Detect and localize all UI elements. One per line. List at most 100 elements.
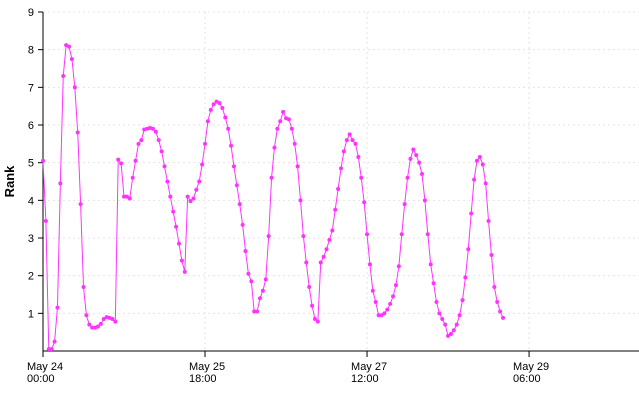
y-tick-label: 4 <box>28 195 34 207</box>
data-point <box>315 319 320 324</box>
data-point <box>182 269 187 274</box>
data-point <box>150 126 155 131</box>
data-point <box>451 328 456 333</box>
data-point <box>203 141 208 146</box>
data-point <box>489 252 494 257</box>
y-tick-label: 8 <box>28 45 34 57</box>
data-point <box>260 288 265 293</box>
y-tick-label: 6 <box>28 120 34 132</box>
x-tick-label: May 27 12:00 <box>351 361 387 385</box>
data-point <box>223 115 228 120</box>
data-point <box>226 126 231 131</box>
data-point <box>153 129 158 134</box>
x-tick-label: May 25 18:00 <box>189 361 225 385</box>
y-axis-title: Rank <box>2 165 17 198</box>
data-point <box>446 333 451 338</box>
data-point <box>347 132 352 137</box>
y-tick-labels: 1 2 3 4 5 6 7 8 9 <box>28 7 43 320</box>
data-point <box>81 284 86 289</box>
data-point <box>281 109 286 114</box>
data-point <box>257 296 262 301</box>
y-tick-label: 9 <box>28 7 34 19</box>
data-point <box>365 232 370 237</box>
data-point <box>234 183 239 188</box>
data-point <box>49 347 54 352</box>
data-point <box>370 288 375 293</box>
x-tick-time: 06:00 <box>513 373 541 385</box>
data-point <box>472 177 477 182</box>
data-point <box>272 145 277 150</box>
data-point <box>292 141 297 146</box>
data-point <box>95 324 100 329</box>
data-point <box>448 332 453 337</box>
data-point <box>498 309 503 314</box>
y-tick-label: 2 <box>28 271 34 283</box>
data-point <box>240 222 245 227</box>
data-point <box>431 281 436 286</box>
data-point <box>255 309 260 314</box>
data-point <box>411 147 416 152</box>
data-point <box>176 241 181 246</box>
data-point <box>420 171 425 176</box>
data-point <box>310 303 315 308</box>
data-point <box>428 262 433 267</box>
data-point <box>327 237 332 242</box>
data-point <box>469 211 474 216</box>
data-point <box>477 155 482 160</box>
data-point <box>165 179 170 184</box>
data-point <box>110 316 115 321</box>
data-point <box>356 155 361 160</box>
data-point <box>480 162 485 167</box>
data-point <box>382 311 387 316</box>
data-point <box>443 322 448 327</box>
data-point <box>185 194 190 199</box>
data-point <box>414 153 419 158</box>
data-point <box>304 260 309 265</box>
x-tick-date: May 27 <box>351 361 387 373</box>
data-point <box>393 283 398 288</box>
data-point <box>174 224 179 229</box>
data-point <box>139 138 144 143</box>
data-point <box>353 141 358 146</box>
data-point <box>454 322 459 327</box>
series-line <box>42 44 504 350</box>
data-point <box>119 161 124 166</box>
data-point <box>437 311 442 316</box>
data-point <box>434 300 439 305</box>
data-point <box>246 271 251 276</box>
data-point <box>408 156 413 161</box>
data-point <box>350 138 355 143</box>
data-point <box>275 126 280 131</box>
x-tick-time: 18:00 <box>189 373 217 385</box>
data-point <box>307 284 312 289</box>
data-point <box>200 162 205 167</box>
data-point <box>252 309 257 314</box>
data-point <box>58 181 63 186</box>
x-tick-time: 12:00 <box>351 373 379 385</box>
data-point <box>501 315 506 320</box>
chart-axes <box>42 12 639 352</box>
data-point <box>46 347 51 352</box>
data-point <box>318 260 323 265</box>
data-point <box>90 325 95 330</box>
data-point <box>295 164 300 169</box>
data-point <box>205 119 210 124</box>
data-point <box>333 207 338 212</box>
data-point <box>72 85 77 90</box>
data-point <box>220 106 225 111</box>
data-point <box>286 117 291 122</box>
data-point <box>156 138 161 143</box>
data-point <box>399 232 404 237</box>
data-point <box>391 294 396 299</box>
data-point <box>231 164 236 169</box>
y-tick-label: 5 <box>28 158 34 170</box>
data-point <box>362 200 367 205</box>
data-point <box>466 247 471 252</box>
data-point <box>367 262 372 267</box>
data-point <box>229 143 234 148</box>
data-point <box>75 130 80 135</box>
data-point <box>168 194 173 199</box>
data-point <box>339 166 343 171</box>
